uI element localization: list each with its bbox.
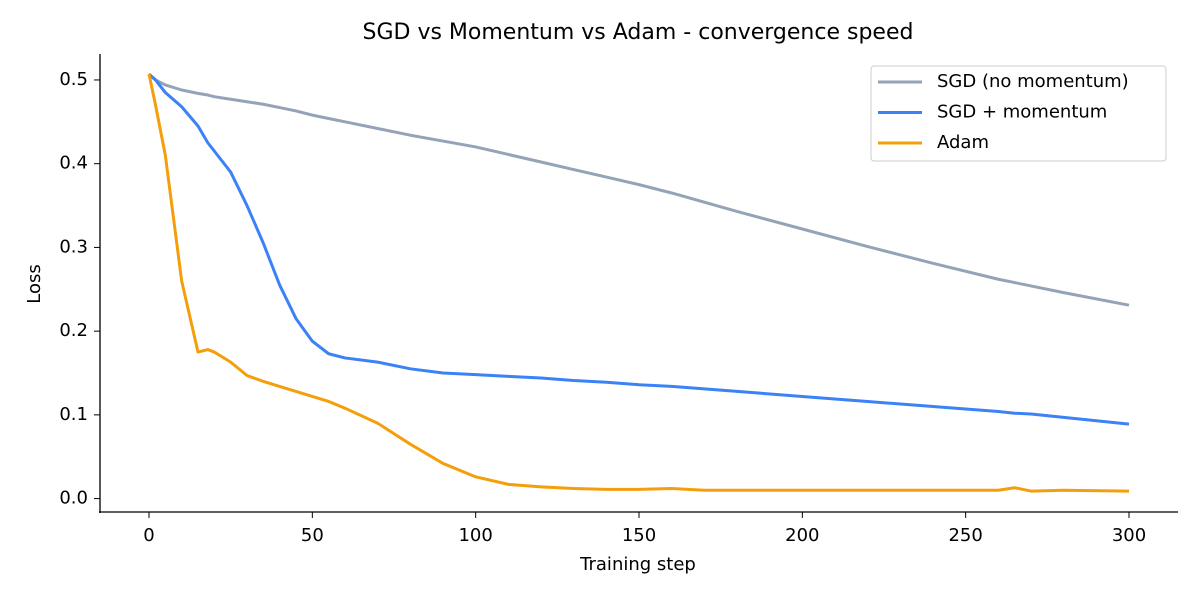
x-tick-label: 50: [301, 525, 324, 546]
y-tick-label: 0.4: [59, 153, 88, 174]
legend-label: SGD + momentum: [937, 102, 1107, 123]
y-tick-label: 0.5: [59, 69, 88, 90]
y-axis-label: Loss: [24, 264, 45, 303]
x-tick-label: 150: [622, 525, 656, 546]
x-tick-label: 0: [143, 525, 154, 546]
y-tick-label: 0.3: [59, 236, 88, 257]
y-tick-label: 0.1: [59, 404, 88, 425]
x-tick-label: 250: [948, 525, 982, 546]
x-tick-label: 200: [785, 525, 819, 546]
line-series: [147, 73, 1130, 493]
x-axis-label: Training step: [579, 554, 696, 575]
x-tick-label: 100: [458, 525, 492, 546]
y-tick-label: 0.2: [59, 320, 88, 341]
legend-label: Adam: [937, 132, 989, 153]
legend-box: [870, 65, 1167, 162]
x-tick-label: 300: [1112, 525, 1146, 546]
line-series: [147, 72, 1130, 426]
y-tick-label: 0.0: [59, 488, 88, 509]
line-series: [147, 72, 1130, 307]
chart-title: SGD vs Momentum vs Adam - convergence sp…: [363, 20, 914, 45]
legend-label: SGD (no momentum): [937, 71, 1129, 92]
